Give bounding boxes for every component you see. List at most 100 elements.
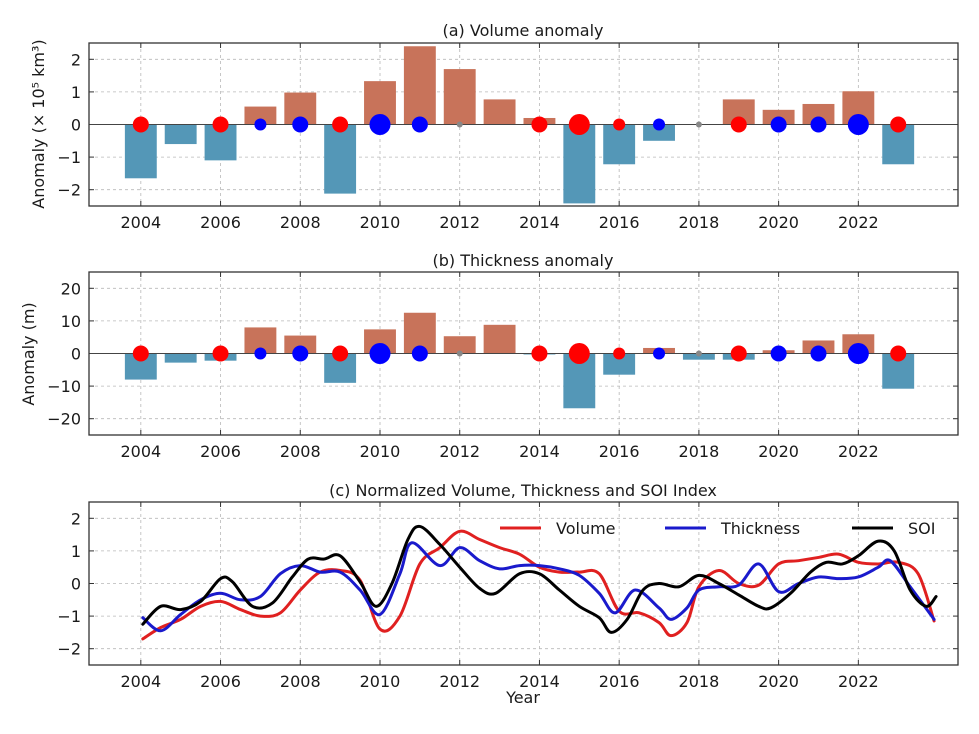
enso-marker-2022 bbox=[847, 114, 869, 135]
bar-2013 bbox=[483, 324, 516, 354]
bar-2007 bbox=[244, 106, 277, 125]
panel-b-markers bbox=[132, 343, 907, 364]
y-tick-label: −1 bbox=[57, 607, 81, 626]
enso-marker-2012 bbox=[456, 121, 463, 128]
panel-a-xticks: 2004 2006 2008 2010 2012 2014 2016 2018 2020 2022 bbox=[120, 213, 878, 232]
bar-2005 bbox=[164, 353, 197, 363]
y-tick-label: 10 bbox=[61, 312, 81, 331]
y-tick-label: 0 bbox=[71, 116, 81, 135]
x-tick-label: 2012 bbox=[439, 442, 480, 461]
enso-marker-2006 bbox=[212, 345, 229, 362]
x-tick-label: 2014 bbox=[519, 213, 560, 232]
bar-2021 bbox=[802, 103, 835, 125]
enso-marker-2023 bbox=[890, 345, 907, 362]
enso-marker-2007 bbox=[254, 347, 267, 360]
enso-marker-2009 bbox=[332, 116, 349, 133]
enso-marker-2019 bbox=[730, 345, 747, 362]
enso-marker-2015 bbox=[568, 343, 590, 364]
x-tick-label: 2018 bbox=[679, 672, 720, 691]
enso-marker-2021 bbox=[810, 345, 827, 362]
x-tick-label: 2010 bbox=[360, 442, 401, 461]
bar-2015 bbox=[563, 124, 596, 204]
x-tick-label: 2022 bbox=[838, 213, 879, 232]
x-tick-label: 2012 bbox=[439, 213, 480, 232]
x-tick-label: 2016 bbox=[599, 213, 640, 232]
enso-marker-2016 bbox=[613, 118, 626, 131]
enso-marker-2010 bbox=[369, 343, 391, 364]
x-tick-label: 2020 bbox=[758, 213, 799, 232]
enso-marker-2022 bbox=[847, 343, 869, 364]
series-line-volume bbox=[141, 529, 936, 641]
legend-label-soi: SOI bbox=[908, 519, 935, 538]
x-tick-label: 2020 bbox=[758, 672, 799, 691]
panel-a-markers bbox=[132, 114, 907, 135]
enso-marker-2023 bbox=[890, 116, 907, 133]
y-tick-label: −10 bbox=[47, 377, 81, 396]
enso-marker-2004 bbox=[132, 345, 149, 362]
bar-2016 bbox=[603, 353, 636, 375]
panel-b-yticks: −20 −10 0 10 20 bbox=[47, 279, 81, 428]
y-tick-label: −2 bbox=[57, 181, 81, 200]
panel-a-yticks: −2 −1 0 1 2 bbox=[57, 50, 81, 199]
bar-2004 bbox=[124, 124, 157, 179]
x-tick-label: 2006 bbox=[200, 213, 241, 232]
y-tick-label: −20 bbox=[47, 410, 81, 429]
x-tick-label: 2022 bbox=[838, 672, 879, 691]
series-line-soi bbox=[141, 524, 938, 634]
enso-marker-2009 bbox=[332, 345, 349, 362]
bar-2009 bbox=[324, 124, 357, 194]
y-tick-label: 1 bbox=[71, 542, 81, 561]
y-tick-label: 0 bbox=[71, 345, 81, 364]
bar-2013 bbox=[483, 99, 516, 125]
x-tick-label: 2010 bbox=[360, 672, 401, 691]
enso-marker-2007 bbox=[254, 118, 267, 131]
enso-marker-2020 bbox=[770, 345, 787, 362]
axes-frame bbox=[88, 501, 959, 666]
enso-marker-2017 bbox=[653, 347, 666, 360]
y-tick-label: 2 bbox=[71, 50, 81, 69]
enso-marker-2018 bbox=[695, 350, 702, 357]
panel-b-xticks: 2004 2006 2008 2010 2012 2014 2016 2018 2020 2022 bbox=[120, 442, 878, 461]
enso-marker-2008 bbox=[292, 345, 309, 362]
enso-marker-2008 bbox=[292, 116, 309, 133]
bar-2017 bbox=[643, 124, 675, 141]
enso-marker-2021 bbox=[810, 116, 827, 133]
enso-marker-2019 bbox=[730, 116, 747, 133]
panel-volume-anomaly: (a) Volume anomaly Anomaly (× 10⁵ km³) −… bbox=[29, 21, 959, 232]
panel-c-xlabel: Year bbox=[505, 688, 540, 707]
y-tick-label: 20 bbox=[61, 279, 81, 298]
x-tick-label: 2004 bbox=[120, 672, 161, 691]
panel-a-title: (a) Volume anomaly bbox=[442, 21, 603, 40]
bar-2018 bbox=[682, 353, 715, 360]
y-tick-label: −2 bbox=[57, 640, 81, 659]
bar-2012 bbox=[443, 69, 476, 125]
x-tick-label: 2008 bbox=[280, 213, 321, 232]
x-tick-label: 2014 bbox=[519, 672, 560, 691]
enso-marker-2011 bbox=[411, 345, 428, 362]
x-tick-label: 2010 bbox=[360, 213, 401, 232]
enso-marker-2010 bbox=[369, 114, 391, 135]
enso-marker-2014 bbox=[531, 345, 548, 362]
enso-marker-2020 bbox=[770, 116, 787, 133]
x-tick-label: 2008 bbox=[280, 442, 321, 461]
panel-b-ylabel: Anomaly (m) bbox=[19, 302, 38, 405]
x-tick-label: 2018 bbox=[679, 213, 720, 232]
x-tick-label: 2004 bbox=[120, 213, 161, 232]
enso-marker-2011 bbox=[411, 116, 428, 133]
enso-marker-2017 bbox=[653, 118, 666, 131]
panel-a-ylabel: Anomaly (× 10⁵ km³) bbox=[29, 39, 48, 208]
x-tick-label: 2006 bbox=[200, 442, 241, 461]
enso-marker-2014 bbox=[531, 116, 548, 133]
axes-frame bbox=[88, 42, 959, 207]
enso-marker-2012 bbox=[456, 350, 463, 357]
enso-marker-2004 bbox=[132, 116, 149, 133]
x-tick-label: 2008 bbox=[280, 672, 321, 691]
x-tick-label: 2004 bbox=[120, 442, 161, 461]
enso-marker-2018 bbox=[695, 121, 702, 128]
legend-label-volume: Volume bbox=[556, 519, 616, 538]
enso-marker-2015 bbox=[568, 114, 590, 135]
x-tick-label: 2020 bbox=[758, 442, 799, 461]
bar-2012 bbox=[443, 336, 476, 354]
panel-c-lines bbox=[141, 524, 938, 641]
